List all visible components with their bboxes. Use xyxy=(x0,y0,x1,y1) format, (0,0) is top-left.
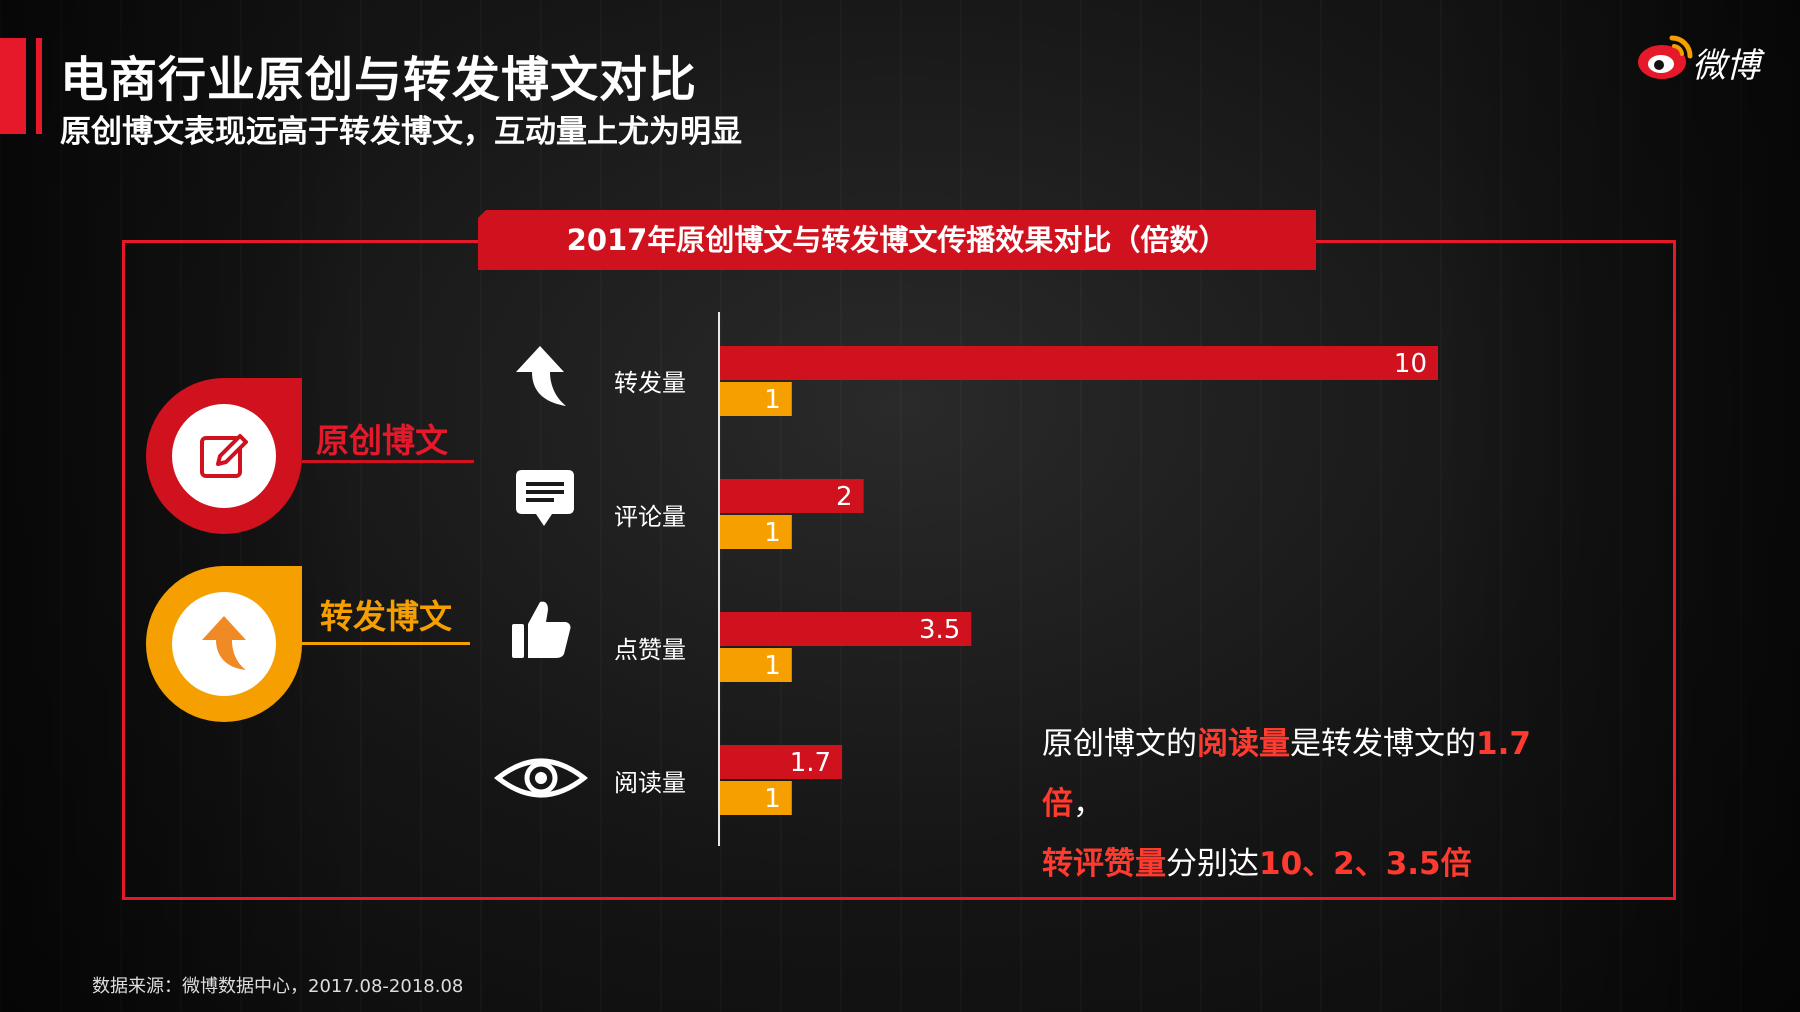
thumbs-up-icon xyxy=(512,601,571,658)
note-line-1: 原创博文的阅读量是转发博文的1.7 xyxy=(1042,718,1531,763)
category-label-likes: 点赞量 xyxy=(614,636,686,664)
title-accent-bar xyxy=(0,38,26,134)
note-text: 是转发博文的 xyxy=(1290,726,1476,762)
bar-value-label: 1 xyxy=(764,784,781,814)
legend-repost-label: 转发博文 xyxy=(320,597,452,636)
bar-original-1 xyxy=(720,479,864,513)
bar-repost-3 xyxy=(720,781,792,815)
panel-header-banner xyxy=(478,210,1316,270)
category-label-reposts: 转发量 xyxy=(614,369,686,397)
bar-original-0 xyxy=(720,346,1438,380)
note-highlight: 1.7 xyxy=(1476,726,1531,762)
note-highlight: 阅读量 xyxy=(1197,726,1290,762)
bar-value-label: 1 xyxy=(764,651,781,681)
note-highlight: 10、2、3.5倍 xyxy=(1259,846,1472,882)
legend-original-line xyxy=(302,460,474,463)
bar-value-label: 1.7 xyxy=(790,748,831,778)
title-accent-line xyxy=(36,38,42,134)
category-label-comments: 评论量 xyxy=(614,503,686,531)
bar-original-3 xyxy=(720,745,843,779)
bar-value-label: 10 xyxy=(1394,349,1427,379)
page-subtitle: 原创博文表现远高于转发博文，互动量上尤为明显 xyxy=(60,114,742,150)
legend-original-label: 原创博文 xyxy=(316,421,448,460)
bar-repost-2 xyxy=(720,648,792,682)
edit-icon xyxy=(200,434,248,478)
note-highlight: 倍 xyxy=(1042,786,1073,822)
eye-icon xyxy=(494,758,588,798)
bar-original-2 xyxy=(720,612,972,646)
bar-value-label: 2 xyxy=(836,482,853,512)
note-text: ， xyxy=(1073,786,1104,822)
category-label-reads: 阅读量 xyxy=(614,769,686,797)
note-text: 原创博文的 xyxy=(1042,726,1197,762)
bar-value-label: 3.5 xyxy=(919,615,960,645)
bar-repost-0 xyxy=(720,382,792,416)
legend-repost-line xyxy=(302,642,470,645)
logo-text: 微博 xyxy=(1692,46,1760,86)
repost-arrow-icon xyxy=(516,346,566,406)
note-text: 分别达 xyxy=(1166,846,1259,882)
note-line-3: 转评赞量分别达10、2、3.5倍 xyxy=(1042,838,1472,883)
note-line-2: 倍， xyxy=(1042,778,1104,823)
bar-value-label: 1 xyxy=(764,385,781,415)
bar-value-label: 1 xyxy=(764,518,781,548)
page-title: 电商行业原创与转发博文对比 xyxy=(60,52,698,108)
data-source-footer: 数据来源：微博数据中心，2017.08-2018.08 xyxy=(92,976,464,997)
arrow-up-icon xyxy=(202,616,246,670)
chart-title: 2017年原创博文与转发博文传播效果对比（倍数） xyxy=(566,223,1228,257)
note-highlight: 转评赞量 xyxy=(1042,846,1166,882)
weibo-logo xyxy=(1638,35,1693,79)
comment-icon xyxy=(516,470,574,526)
bar-repost-1 xyxy=(720,515,792,549)
